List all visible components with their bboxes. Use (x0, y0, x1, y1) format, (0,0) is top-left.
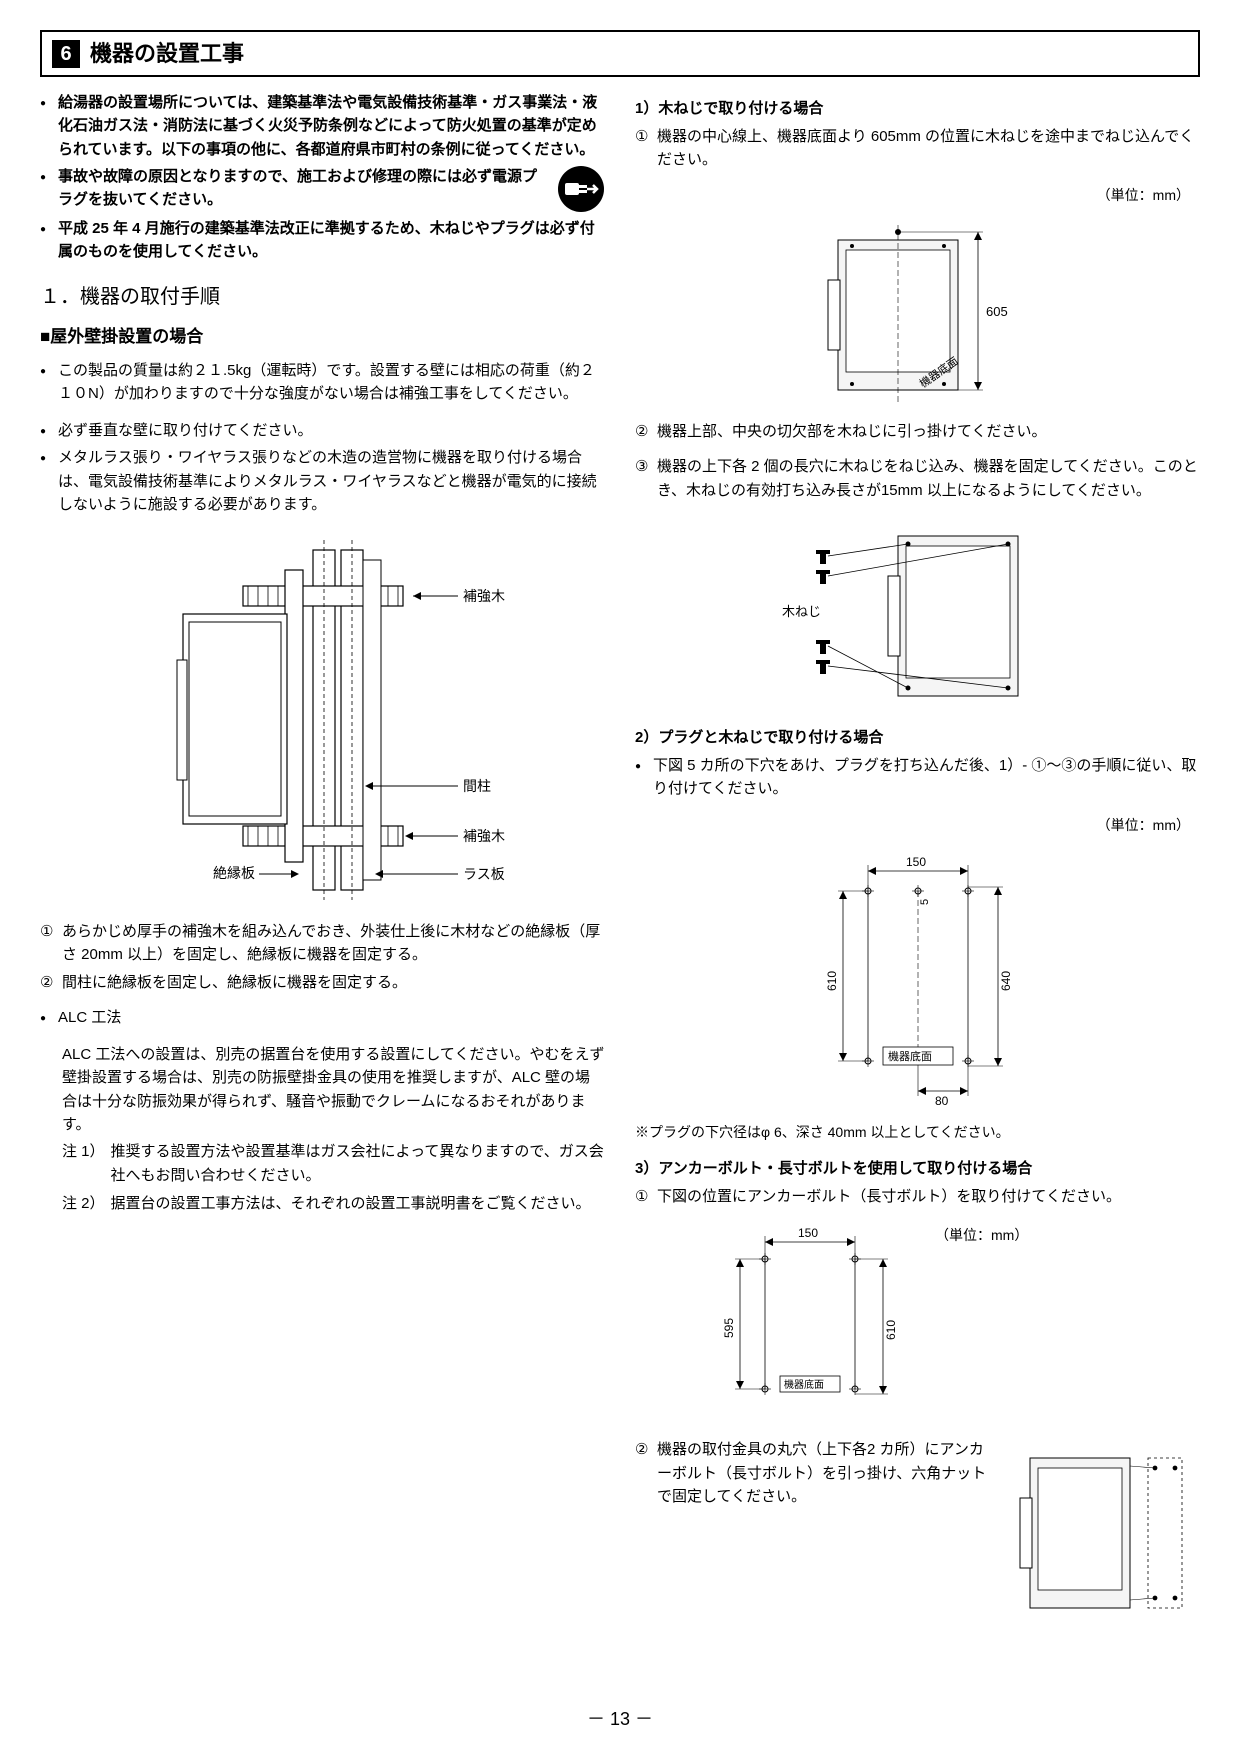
left-column: 給湯器の設置場所については、建築基準法や電気設備技術基準・ガス事業法・液化石油ガ… (40, 91, 605, 1628)
list-item: ③機器の上下各 2 個の長穴に木ねじをねじ込み、機器を固定してください。このとき… (635, 455, 1200, 502)
unit-label: （単位：mm） (635, 814, 1190, 836)
item-text: 機器上部、中央の切欠部を木ねじに引っ掛けてください。 (657, 423, 1047, 440)
warning-bullet: 給湯器の設置場所については、建築基準法や電気設備技術基準・ガス事業法・液化石油ガ… (40, 91, 605, 161)
h1-list: ①機器の中心線上、機器底面より 605mm の位置に木ねじを途中までねじ込んでく… (635, 125, 1200, 172)
section-title: 機器の設置工事 (90, 36, 244, 71)
r-heading-2: 2）プラグと木ねじで取り付ける場合 (635, 726, 1200, 750)
label-stud: 間柱 (463, 778, 491, 794)
note-label: 注 1） (62, 1140, 105, 1188)
bottom-label: 機器底面 (888, 1049, 932, 1063)
warning-bullet: 平成 25 年 4 月施行の建築基準法改正に準拠するため、木ねじやプラグは必ず付… (40, 217, 605, 264)
subsection-title: ■屋外壁掛設置の場合 (40, 323, 605, 350)
warning-text: 事故や故障の原因となりますので、施工および修理の際には必ず電源プラグを抜いてくだ… (58, 165, 547, 212)
dim-605: 605 (986, 304, 1008, 319)
r-heading-3: 3）アンカーボルト・長寸ボルトを使用して取り付ける場合 (635, 1157, 1200, 1181)
r-heading-1: 1）木ねじで取り付ける場合 (635, 97, 1200, 121)
unit-label: （単位：mm） (935, 1224, 1028, 1246)
h1-list-cont2: ③機器の上下各 2 個の長穴に木ねじをねじ込み、機器を固定してください。このとき… (635, 455, 1200, 502)
label-lath: ラス板 (463, 866, 505, 882)
unit-label: （単位：mm） (635, 184, 1190, 206)
item-text: 機器の上下各 2 個の長穴に木ねじをねじ込み、機器を固定してください。このとき、… (657, 458, 1198, 498)
dim-610: 610 (825, 970, 839, 990)
step-title: １．機器の取付手順 (40, 281, 605, 313)
dim-595: 595 (722, 1318, 736, 1338)
list-item: ①機器の中心線上、機器底面より 605mm の位置に木ねじを途中までねじ込んでく… (635, 125, 1200, 172)
item-text: 機器の中心線上、機器底面より 605mm の位置に木ねじを途中までねじ込んでくだ… (657, 128, 1194, 168)
label-reinforce-bot: 補強木 (463, 828, 505, 844)
bottom-label: 機器底面 (784, 1378, 824, 1391)
info-bullet-list: この製品の質量は約２１.5kg（運転時）です。設置する壁には相応の荷重（約２１０… (40, 359, 605, 406)
unit-605-diagram: 605 機器底面 (768, 220, 1068, 410)
info-bullet-list: 必ず垂直な壁に取り付けてください。 メタルラス張り・ワイヤラス張りなどの木造の造… (40, 419, 605, 516)
dim-5: 5 (919, 899, 931, 905)
unplug-icon (557, 165, 605, 213)
list-item: ②機器の取付金具の丸穴（上下各2 カ所）にアンカーボルト（長寸ボルト）を引っ掛け… (635, 1438, 996, 1508)
alc-body: ALC 工法への設置は、別売の据置台を使用する設置にしてください。やむをえず壁掛… (40, 1043, 605, 1136)
screw-label: 木ねじ (782, 604, 821, 619)
dim-w: 150 (906, 855, 926, 869)
item-text: あらかじめ厚手の補強木を組み込んでおき、外装仕上後に木材などの絶縁板（厚さ 20… (62, 923, 600, 963)
alc-bullet-list: ALC 工法 (40, 1006, 605, 1029)
h3-list: ①下図の位置にアンカーボルト（長寸ボルト）を取り付けてください。 (635, 1185, 1200, 1208)
note-text: 推奨する設置方法や設置基準はガス会社によって異なりますので、ガス会社へもお問い合… (111, 1140, 605, 1188)
item-text: 機器の取付金具の丸穴（上下各2 カ所）にアンカーボルト（長寸ボルト）を引っ掛け、… (657, 1441, 986, 1505)
note-row: 注 2） 据置台の設置工事方法は、それぞれの設置工事説明書をご覧ください。 (62, 1192, 605, 1216)
note-text: 据置台の設置工事方法は、それぞれの設置工事説明書をご覧ください。 (111, 1192, 591, 1216)
dim-80: 80 (935, 1094, 949, 1108)
list-item: ②間柱に絶縁板を固定し、絶縁板に機器を固定する。 (40, 971, 605, 994)
h2-bullet: 下図 5 カ所の下穴をあけ、プラグを打ち込んだ後、1）- ①〜③の手順に従い、取… (635, 754, 1200, 801)
wall-diagram: 補強木 間柱 補強木 ラス板 絶縁板 (113, 530, 533, 910)
page-number: － 13 － (0, 1705, 1240, 1734)
dim-610: 610 (884, 1320, 898, 1340)
alc-bullet: ALC 工法 (40, 1006, 605, 1029)
note-row: 注 1） 推奨する設置方法や設置基準はガス会社によって異なりますので、ガス会社へ… (62, 1140, 605, 1188)
item-text: 間柱に絶縁板を固定し、絶縁板に機器を固定する。 (62, 974, 407, 991)
list-item: ②機器上部、中央の切欠部を木ねじに引っ掛けてください。 (635, 420, 1200, 443)
info-bullet: 必ず垂直な壁に取り付けてください。 (40, 419, 605, 442)
info-bullet: メタルラス張り・ワイヤラス張りなどの木造の造営物に機器を取り付ける場合は、電気設… (40, 446, 605, 516)
list-item: ①あらかじめ厚手の補強木を組み込んでおき、外装仕上後に木材などの絶縁板（厚さ 2… (40, 920, 605, 967)
section-number-badge: 6 (52, 40, 80, 68)
numbered-list: ①あらかじめ厚手の補強木を組み込んでおき、外装仕上後に木材などの絶縁板（厚さ 2… (40, 920, 605, 994)
dim-w: 150 (798, 1226, 818, 1240)
list-item: ①下図の位置にアンカーボルト（長寸ボルト）を取り付けてください。 (635, 1185, 1200, 1208)
screw-diagram: 木ねじ (768, 516, 1068, 716)
warning-bullet-list: 給湯器の設置場所については、建築基準法や電気設備技術基準・ガス事業法・液化石油ガ… (40, 91, 605, 263)
section-header: 6 機器の設置工事 (40, 30, 1200, 77)
warning-bullet: 事故や故障の原因となりますので、施工および修理の際には必ず電源プラグを抜いてくだ… (40, 165, 605, 213)
plug-dim-diagram: 150 610 640 5 (788, 851, 1048, 1111)
info-bullet: この製品の質量は約２１.5kg（運転時）です。設置する壁には相応の荷重（約２１０… (40, 359, 605, 406)
note-label: 注 2） (62, 1192, 105, 1216)
h1-list-cont: ②機器上部、中央の切欠部を木ねじに引っ掛けてください。 (635, 420, 1200, 443)
label-insul: 絶縁板 (213, 865, 255, 881)
h2-bullet-item: 下図 5 カ所の下穴をあけ、プラグを打ち込んだ後、1）- ①〜③の手順に従い、取… (635, 754, 1200, 801)
item-text: 下図の位置にアンカーボルト（長寸ボルト）を取り付けてください。 (657, 1188, 1121, 1205)
anchor-mount-diagram (1010, 1438, 1200, 1628)
h3-list-2: ②機器の取付金具の丸穴（上下各2 カ所）にアンカーボルト（長寸ボルト）を引っ掛け… (635, 1438, 996, 1512)
anchor-dim-diagram: 150 595 610 (695, 1224, 925, 1424)
right-column: 1）木ねじで取り付ける場合 ①機器の中心線上、機器底面より 605mm の位置に… (635, 91, 1200, 1628)
label-reinforce-top: 補強木 (463, 588, 505, 604)
plug-footnote: ※プラグの下穴径はφ 6、深さ 40mm 以上としてください。 (635, 1121, 1200, 1143)
dim-640: 640 (999, 970, 1013, 990)
alc-notes: 注 1） 推奨する設置方法や設置基準はガス会社によって異なりますので、ガス会社へ… (40, 1140, 605, 1216)
